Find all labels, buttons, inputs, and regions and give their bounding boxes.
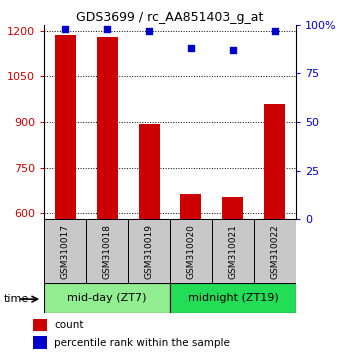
Text: GSM310022: GSM310022 <box>270 224 279 279</box>
Bar <box>139 124 159 219</box>
Text: time: time <box>3 294 29 304</box>
Bar <box>212 219 254 283</box>
Text: GSM310018: GSM310018 <box>103 224 112 279</box>
Text: GSM310020: GSM310020 <box>186 224 196 279</box>
Bar <box>265 104 285 219</box>
Point <box>104 26 110 32</box>
Text: percentile rank within the sample: percentile rank within the sample <box>54 338 230 348</box>
Text: midnight (ZT19): midnight (ZT19) <box>188 293 278 303</box>
Title: GDS3699 / rc_AA851403_g_at: GDS3699 / rc_AA851403_g_at <box>76 11 264 24</box>
Text: mid-day (ZT7): mid-day (ZT7) <box>67 293 147 303</box>
Bar <box>170 219 212 283</box>
Bar <box>33 319 47 331</box>
Bar <box>44 283 170 313</box>
Bar <box>222 197 243 219</box>
Bar <box>33 336 47 349</box>
Bar <box>181 194 201 219</box>
Text: count: count <box>54 320 84 330</box>
Bar <box>55 35 75 219</box>
Point <box>230 47 236 53</box>
Text: GSM310017: GSM310017 <box>61 224 70 279</box>
Point <box>188 45 194 51</box>
Bar <box>128 219 170 283</box>
Bar <box>86 219 128 283</box>
Text: GSM310019: GSM310019 <box>144 224 154 279</box>
Bar <box>97 37 118 219</box>
Bar <box>170 283 296 313</box>
Bar <box>254 219 296 283</box>
Point <box>63 26 68 32</box>
Text: GSM310021: GSM310021 <box>228 224 237 279</box>
Point <box>146 28 152 33</box>
Bar <box>44 219 86 283</box>
Point <box>272 28 277 33</box>
